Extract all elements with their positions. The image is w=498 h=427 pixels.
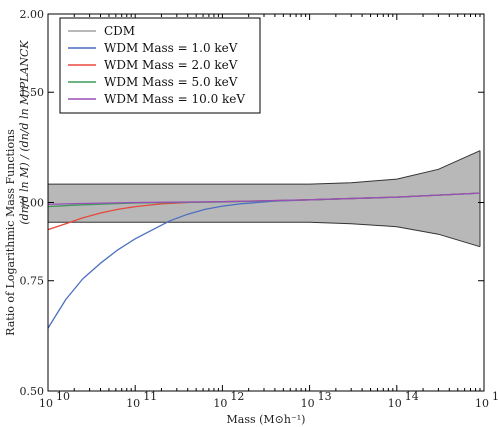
x-tick-label: 10 xyxy=(475,397,489,410)
x-tick-label: 10 xyxy=(126,397,140,410)
x-axis-label: Mass (M⊙h⁻¹) xyxy=(227,413,306,426)
series-line-3 xyxy=(47,192,481,206)
y-axis-label: Ratio of Logarithmic Mass Functions xyxy=(4,129,17,336)
legend: CDM WDM Mass = 1.0 keV WDM Mass = 2.0 keV W… xyxy=(59,17,261,114)
y-axis-label-group: Ratio of Logarithmic Mass Functions (dn/… xyxy=(4,40,31,336)
x-tick-label: 10 xyxy=(39,397,53,410)
cdm-band-upper-edge xyxy=(48,150,481,185)
legend-label: WDM Mass = 1.0 keV xyxy=(104,41,238,55)
series-layer xyxy=(47,192,481,329)
cdm-band xyxy=(48,150,480,247)
legend-label: WDM Mass = 5.0 keV xyxy=(104,75,238,89)
x-tick-label-exponent: 12 xyxy=(230,390,244,403)
x-tick-label-exponent: 11 xyxy=(143,390,157,403)
cdm-band-lower-edge xyxy=(48,221,481,248)
x-tick-label: 10 xyxy=(213,397,227,410)
x-tick-label: 10 xyxy=(388,397,402,410)
legend-label: CDM xyxy=(104,24,135,38)
x-tick-label: 10 xyxy=(301,397,315,410)
x-tick-label-exponent: 14 xyxy=(405,390,419,403)
legend-label: WDM Mass = 10.0 keV xyxy=(104,92,245,106)
legend-label: WDM Mass = 2.0 keV xyxy=(104,58,238,72)
y-tick-label: 1.00 xyxy=(20,197,45,210)
y-axis-label-math: (dn/d ln M) / (dn/d ln M)PLANCK xyxy=(18,40,31,225)
tick-layer: 1010101110121013101410150.500.751.001.50… xyxy=(20,8,498,410)
legend-entries: CDM WDM Mass = 1.0 keV WDM Mass = 2.0 keV W… xyxy=(68,24,245,106)
cdm-band-layer xyxy=(48,150,481,248)
y-tick-label: 0.75 xyxy=(20,275,45,288)
y-tick-label: 0.50 xyxy=(20,385,45,398)
y-tick-label: 2.00 xyxy=(20,8,45,21)
x-tick-label-exponent: 13 xyxy=(318,390,332,403)
x-tick-label-exponent: 10 xyxy=(56,390,70,403)
x-tick-label-exponent: 15 xyxy=(492,390,498,403)
y-tick-label: 1.50 xyxy=(20,86,45,99)
